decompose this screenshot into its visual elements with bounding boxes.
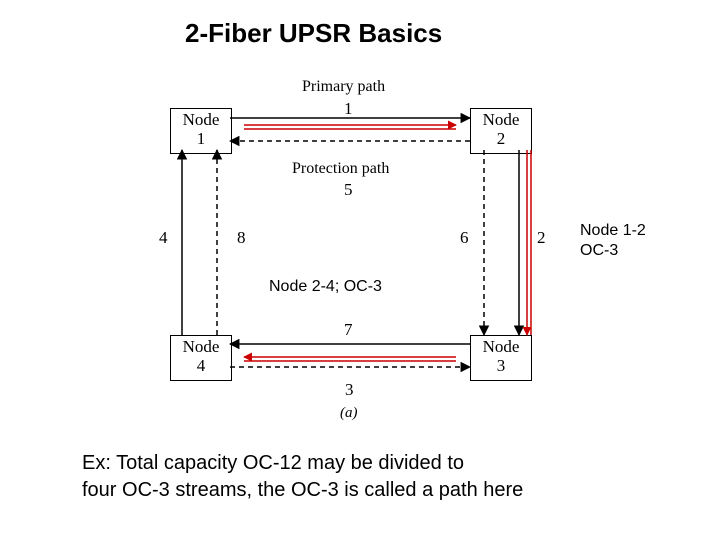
caption-line1: Ex: Total capacity OC-12 may be divided … bbox=[82, 452, 464, 474]
edge-1-label: 1 bbox=[344, 99, 353, 119]
primary-path-label: Primary path bbox=[302, 78, 385, 96]
edge-2-label: 2 bbox=[537, 228, 546, 248]
edge-3-label: 3 bbox=[345, 380, 354, 400]
edge-8-label: 8 bbox=[237, 228, 246, 248]
node-1-2-label-line2: OC-3 bbox=[580, 242, 618, 260]
edge-6-label: 6 bbox=[460, 228, 469, 248]
caption-line2: four OC-3 streams, the OC-3 is called a … bbox=[82, 479, 523, 501]
protection-path-label: Protection path bbox=[292, 160, 389, 178]
caption-text: Ex: Total capacity OC-12 may be divided … bbox=[82, 450, 523, 504]
subfigure-a-label: (a) bbox=[340, 405, 358, 422]
node-2-4-oc3-label: Node 2-4; OC-3 bbox=[269, 278, 382, 296]
node-1-2-label-line1: Node 1-2 bbox=[580, 222, 646, 240]
edge-7-label: 7 bbox=[344, 320, 353, 340]
edge-5-label: 5 bbox=[344, 180, 353, 200]
edge-4-label: 4 bbox=[159, 228, 168, 248]
